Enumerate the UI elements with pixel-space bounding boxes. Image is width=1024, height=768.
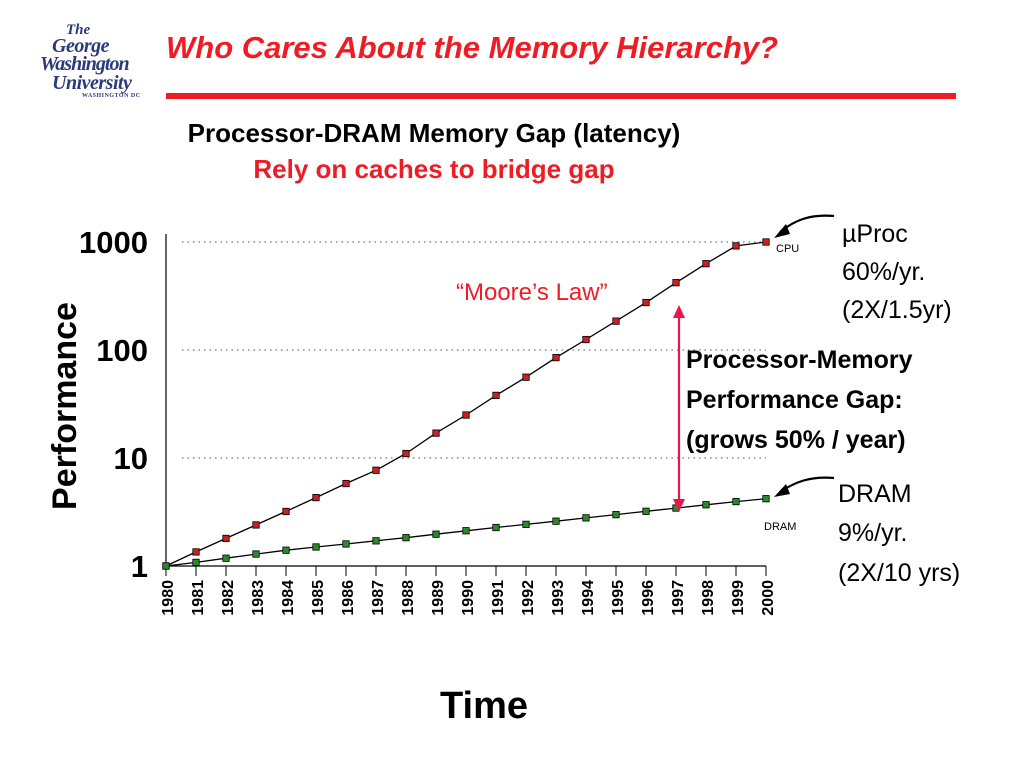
gap-arrowhead-bottom — [673, 499, 685, 512]
data-point-cpu — [762, 238, 770, 246]
data-point-cpu — [642, 298, 650, 307]
slide-title: Who Cares About the Memory Hierarchy? — [166, 30, 779, 65]
x-tick-label: 1982 — [220, 580, 237, 616]
data-point-cpu — [372, 466, 380, 474]
x-tick-label: 1989 — [430, 580, 447, 616]
x-tick-label: 1990 — [460, 580, 477, 616]
data-point-dram — [342, 540, 350, 548]
y-tick-label: 1000 — [79, 225, 148, 260]
cpu-series-tag: CPU — [776, 243, 799, 255]
title-underline — [166, 93, 956, 99]
data-point-cpu — [432, 429, 440, 437]
dram-label-2: 9%/yr. — [838, 519, 907, 547]
chart-subtitle: Processor-DRAM Memory Gap (latency) — [187, 118, 681, 148]
data-point-cpu — [462, 411, 470, 419]
gap-arrowhead-top — [673, 305, 685, 318]
logo-line: The — [66, 22, 91, 38]
x-tick-label: 1999 — [730, 580, 747, 616]
y-tick-label: 100 — [96, 333, 148, 368]
data-point-dram — [402, 534, 410, 542]
y-axis-title: Performance — [46, 302, 84, 510]
x-tick-label: 1983 — [250, 580, 267, 616]
x-tick-label: 2000 — [760, 580, 777, 616]
gap-label-3: (grows 50% / year) — [686, 426, 906, 454]
data-point-dram — [252, 550, 260, 558]
data-point-cpu — [672, 279, 680, 287]
gwu-logo: The George Washington University WASHING… — [38, 22, 166, 99]
data-point-dram — [492, 523, 500, 532]
logo-line: George — [52, 35, 109, 57]
x-tick-label: 1997 — [670, 580, 687, 616]
grid — [182, 241, 766, 459]
data-point-cpu — [552, 354, 560, 362]
data-point-cpu — [222, 534, 230, 543]
data-point-cpu — [282, 507, 290, 516]
data-point-cpu — [612, 317, 620, 325]
x-tick-label: 1988 — [400, 580, 417, 616]
y-tick-label: 1 — [131, 549, 148, 584]
data-point-cpu — [582, 335, 590, 344]
data-point-dram — [162, 562, 170, 570]
x-tick-label: 1994 — [580, 580, 597, 616]
data-point-dram — [732, 497, 740, 506]
dram-label-1: DRAM — [838, 480, 912, 508]
data-point-dram — [762, 495, 770, 503]
data-point-cpu — [702, 260, 710, 268]
data-point-dram — [222, 554, 230, 562]
x-tick-label: 1992 — [520, 580, 537, 616]
x-tick-label: 1984 — [280, 580, 297, 616]
data-point-dram — [522, 520, 530, 528]
logo-line: Washington — [40, 53, 130, 75]
data-point-dram — [192, 558, 200, 566]
uproc-label-1: µProc — [842, 220, 908, 248]
data-point-dram — [462, 527, 470, 535]
data-point-dram — [552, 517, 560, 525]
x-tick-label: 1993 — [550, 580, 567, 616]
uproc-label-2: 60%/yr. — [842, 258, 925, 286]
data-point-cpu — [252, 521, 260, 529]
data-point-cpu — [402, 449, 410, 458]
data-point-dram — [582, 514, 590, 522]
x-tick-label: 1986 — [340, 580, 357, 616]
x-tick-label: 1987 — [370, 580, 387, 616]
data-point-dram — [432, 530, 440, 538]
data-point-dram — [702, 501, 710, 509]
gap-label-1: Processor-Memory — [686, 346, 913, 374]
dram-label-3: (2X/10 yrs) — [838, 559, 960, 587]
axis-labels: 1980 1981 1982 1983 1984 1985 1986 1987 1988 1989… — [46, 225, 777, 727]
gap-label-2: Performance Gap: — [686, 386, 903, 414]
data-point-cpu — [342, 479, 350, 488]
uproc-label-3: (2X/1.5yr) — [842, 296, 952, 324]
uproc-arrowhead — [774, 224, 790, 238]
series — [162, 238, 770, 570]
chart-subtitle-2: Rely on caches to bridge gap — [253, 154, 615, 184]
dram-series-tag: DRAM — [764, 521, 796, 533]
y-tick-label: 10 — [114, 441, 148, 476]
data-point-cpu — [492, 391, 500, 399]
logo-line: University — [52, 72, 132, 94]
data-point-cpu — [732, 242, 740, 250]
data-point-cpu — [312, 493, 320, 502]
x-tick-label: 1985 — [310, 580, 327, 616]
data-point-dram — [642, 507, 650, 515]
logo-line: WASHINGTON DC — [82, 93, 141, 99]
data-point-cpu — [192, 548, 200, 556]
data-point-dram — [612, 511, 620, 519]
x-tick-label: 1996 — [640, 580, 657, 616]
x-tick-label: 1980 — [160, 580, 177, 616]
x-tick-label: 1995 — [610, 580, 627, 616]
x-axis-title: Time — [440, 685, 528, 727]
x-tick-label: 1991 — [490, 580, 507, 616]
data-point-dram — [282, 546, 290, 554]
data-point-dram — [372, 537, 380, 545]
moores-law-label: “Moore’s Law” — [456, 279, 608, 306]
x-tick-label: 1998 — [700, 580, 717, 616]
dram-arrowhead — [774, 484, 790, 497]
data-point-cpu — [522, 373, 530, 381]
axes — [165, 234, 767, 576]
data-point-dram — [312, 543, 320, 551]
x-tick-label: 1981 — [190, 580, 207, 616]
